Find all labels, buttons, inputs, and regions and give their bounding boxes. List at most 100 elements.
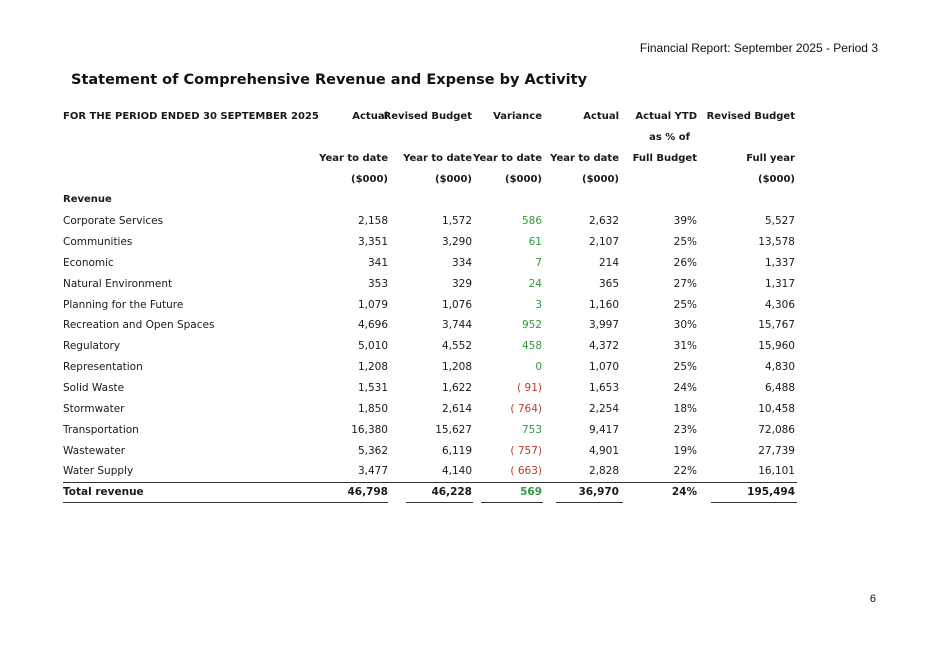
budget-ytd-cell: 2,614: [441, 402, 472, 415]
table-row: Economic 341 334 7 214 26% 1,337: [63, 253, 799, 274]
pct-of-budget-cell: 19%: [673, 444, 697, 457]
pct-of-budget-cell: 25%: [673, 298, 697, 311]
full-year-budget-cell: 1,317: [764, 277, 795, 290]
col-header: Year to date: [473, 152, 542, 164]
total-variance: 569: [520, 486, 542, 499]
pct-of-budget-cell: 18%: [673, 402, 697, 415]
actual-ytd-cell: 1,208: [357, 361, 388, 374]
pct-of-budget-cell: 39%: [673, 215, 697, 228]
pct-of-budget-cell: 26%: [673, 256, 697, 269]
col-header: Year to date: [403, 152, 472, 164]
actual-cell: 9,417: [588, 423, 619, 436]
variance-cell: 0: [535, 361, 542, 374]
full-year-budget-cell: 15,767: [758, 319, 795, 332]
actual-ytd-cell: 1,079: [357, 298, 388, 311]
row-label: Corporate Services: [63, 215, 164, 228]
total-row: Total revenue 46,798 46,228 569 36,970 2…: [63, 482, 799, 503]
full-year-budget-cell: 15,960: [758, 340, 795, 353]
col-header: Actual: [352, 111, 388, 122]
budget-ytd-cell: 3,744: [441, 319, 472, 332]
full-year-budget-cell: 10,458: [758, 402, 795, 415]
variance-cell: ( 764): [510, 402, 542, 415]
col-header: Revised Budget: [383, 111, 472, 122]
full-year-budget-cell: 4,306: [764, 298, 795, 311]
col-header: ($000): [582, 173, 619, 185]
pct-of-budget-cell: 24%: [673, 381, 697, 394]
total-bottom-rule: [481, 502, 543, 503]
col-header: Full Budget: [632, 152, 697, 164]
table-row: Transportation 16,380 15,627 753 9,417 23% 72,…: [63, 420, 799, 441]
table-row: Stormwater 1,850 2,614 ( 764) 2,254 18% 10,458: [63, 399, 799, 420]
variance-cell: 3: [535, 298, 542, 311]
actual-cell: 2,254: [588, 402, 619, 415]
variance-cell: 24: [528, 277, 542, 290]
table-row: Communities 3,351 3,290 61 2,107 25% 13,578: [63, 232, 799, 253]
table-row: Corporate Services 2,158 1,572 586 2,632 39% 5…: [63, 211, 799, 232]
row-label: Regulatory: [63, 340, 121, 353]
pct-of-budget-cell: 31%: [673, 340, 697, 353]
actual-ytd-cell: 1,850: [357, 402, 388, 415]
variance-cell: ( 663): [510, 465, 542, 478]
row-label: Representation: [63, 361, 143, 374]
total-bottom-rule: [711, 502, 797, 503]
table-header-row-2: as % of: [63, 128, 799, 149]
table-row: Natural Environment 353 329 24 365 27% 1,317: [63, 274, 799, 295]
total-actual-ytd: 46,798: [347, 486, 388, 499]
total-budget-ytd: 46,228: [431, 486, 472, 499]
budget-ytd-cell: 1,622: [441, 381, 472, 394]
statement-title: Statement of Comprehensive Revenue and E…: [71, 72, 588, 88]
pct-of-budget-cell: 25%: [673, 361, 697, 374]
actual-ytd-cell: 5,362: [357, 444, 388, 457]
variance-cell: 586: [521, 215, 542, 228]
table-row: Solid Waste 1,531 1,622 ( 91) 1,653 24% 6,488: [63, 378, 799, 399]
variance-cell: 61: [528, 236, 542, 249]
row-label: Economic: [63, 256, 114, 269]
budget-ytd-cell: 4,552: [441, 340, 472, 353]
budget-ytd-cell: 1,572: [441, 215, 472, 228]
report-header: Financial Report: September 2025 - Perio…: [639, 41, 878, 55]
full-year-budget-cell: 1,337: [764, 256, 795, 269]
col-header: ($000): [435, 173, 472, 185]
table-row: Planning for the Future 1,079 1,076 3 1,160 2…: [63, 295, 799, 316]
budget-ytd-cell: 3,290: [441, 236, 472, 249]
total-bottom-rule: [406, 502, 473, 503]
col-header: Full year: [746, 152, 795, 164]
variance-cell: 952: [521, 319, 542, 332]
pct-of-budget-cell: 27%: [673, 277, 697, 290]
col-header: Actual YTD: [635, 111, 697, 122]
full-year-budget-cell: 72,086: [758, 423, 795, 436]
table-row: Representation 1,208 1,208 0 1,070 25% 4,830: [63, 357, 799, 378]
actual-ytd-cell: 341: [367, 256, 388, 269]
variance-cell: 458: [521, 340, 542, 353]
section-label: Revenue: [63, 194, 112, 206]
variance-cell: ( 91): [517, 381, 542, 394]
col-header: Year to date: [319, 152, 388, 164]
variance-cell: 7: [535, 256, 542, 269]
budget-ytd-cell: 329: [451, 277, 472, 290]
period-label: FOR THE PERIOD ENDED 30 SEPTEMBER 2025: [63, 111, 319, 122]
actual-cell: 1,070: [588, 361, 619, 374]
row-label: Recreation and Open Spaces: [63, 319, 215, 332]
budget-ytd-cell: 1,076: [441, 298, 472, 311]
actual-ytd-cell: 353: [367, 277, 388, 290]
actual-ytd-cell: 3,477: [357, 465, 388, 478]
page-number: 6: [869, 593, 876, 605]
section-row: Revenue: [63, 190, 799, 211]
actual-cell: 365: [598, 277, 619, 290]
actual-ytd-cell: 4,696: [357, 319, 388, 332]
table-row: Regulatory 5,010 4,552 458 4,372 31% 15,960: [63, 336, 799, 357]
col-header: Variance: [493, 111, 542, 122]
row-label: Communities: [63, 236, 133, 249]
table-row: Recreation and Open Spaces 4,696 3,744 952 3…: [63, 315, 799, 336]
budget-ytd-cell: 4,140: [441, 465, 472, 478]
row-label: Transportation: [63, 423, 139, 436]
actual-cell: 214: [598, 256, 619, 269]
budget-ytd-cell: 334: [451, 256, 472, 269]
table-header-row-4: ($000) ($000) ($000) ($000) ($000): [63, 170, 799, 191]
actual-ytd-cell: 16,380: [351, 423, 388, 436]
total-bottom-rule: [556, 502, 623, 503]
row-label: Planning for the Future: [63, 298, 184, 311]
table-row: Wastewater 5,362 6,119 ( 757) 4,901 19% 27,739: [63, 441, 799, 462]
col-header: ($000): [351, 173, 388, 185]
actual-cell: 3,997: [588, 319, 619, 332]
